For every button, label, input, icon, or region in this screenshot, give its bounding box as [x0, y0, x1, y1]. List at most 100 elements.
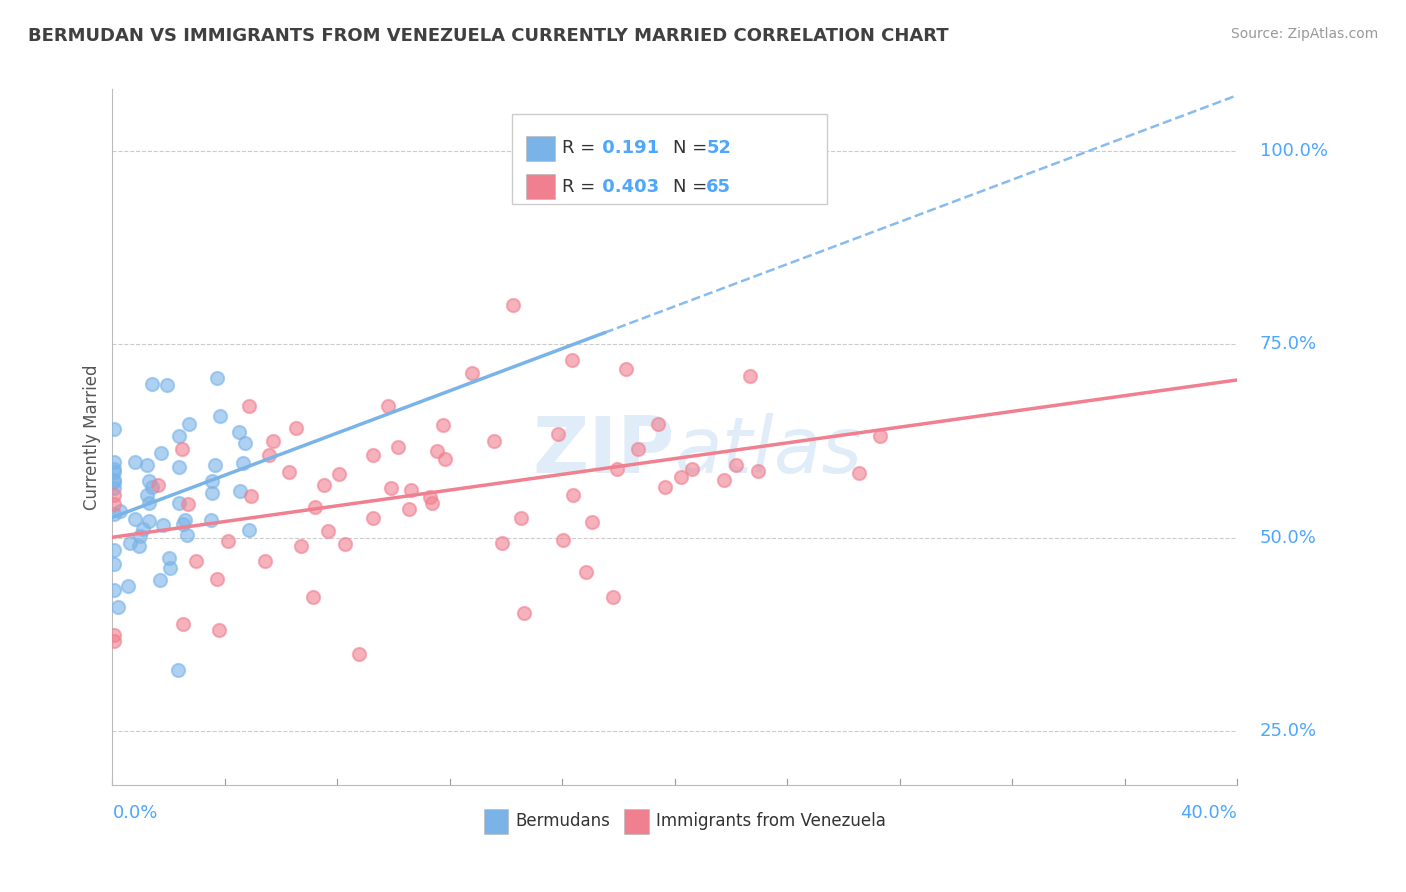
- Point: [278, 465, 301, 479]
- Point: [107, 600, 129, 615]
- Point: [681, 461, 703, 475]
- Text: Immigrants from Venezuela: Immigrants from Venezuela: [655, 812, 886, 830]
- Point: [398, 502, 420, 516]
- Point: [238, 399, 260, 413]
- Point: [738, 368, 761, 383]
- Text: 52: 52: [706, 139, 731, 157]
- FancyBboxPatch shape: [512, 113, 827, 204]
- Point: [434, 451, 457, 466]
- Text: 0.0%: 0.0%: [112, 805, 157, 822]
- Text: 50.0%: 50.0%: [1260, 529, 1316, 547]
- Point: [103, 473, 125, 487]
- Point: [217, 534, 239, 549]
- Text: 75.0%: 75.0%: [1260, 335, 1317, 353]
- Point: [172, 517, 194, 532]
- Point: [233, 436, 256, 450]
- Point: [304, 500, 326, 514]
- Point: [316, 524, 339, 538]
- Text: atlas: atlas: [675, 413, 863, 489]
- Point: [363, 448, 385, 462]
- Text: 100.0%: 100.0%: [1260, 142, 1327, 160]
- Text: N =: N =: [672, 139, 713, 157]
- Point: [713, 473, 735, 487]
- Point: [647, 417, 669, 431]
- Point: [103, 481, 125, 495]
- Point: [205, 572, 228, 586]
- Point: [131, 522, 153, 536]
- Point: [461, 366, 484, 380]
- Point: [103, 462, 125, 476]
- Text: 65: 65: [706, 178, 731, 195]
- Point: [157, 551, 180, 566]
- Point: [156, 378, 179, 392]
- Point: [606, 462, 628, 476]
- Point: [204, 458, 226, 472]
- Point: [124, 455, 146, 469]
- Point: [148, 478, 170, 492]
- FancyBboxPatch shape: [624, 809, 650, 834]
- FancyBboxPatch shape: [484, 809, 509, 834]
- Point: [103, 498, 125, 512]
- Point: [363, 511, 385, 525]
- Point: [581, 515, 603, 529]
- Text: 40.0%: 40.0%: [1181, 805, 1237, 822]
- Point: [124, 512, 146, 526]
- Point: [208, 409, 231, 423]
- Point: [387, 440, 409, 454]
- Point: [724, 458, 747, 472]
- Point: [502, 298, 524, 312]
- Point: [627, 442, 650, 456]
- Point: [200, 513, 222, 527]
- Point: [201, 486, 224, 500]
- Point: [117, 578, 139, 592]
- Point: [551, 533, 574, 548]
- Point: [848, 466, 870, 480]
- Point: [232, 456, 254, 470]
- Point: [152, 518, 174, 533]
- Text: BERMUDAN VS IMMIGRANTS FROM VENEZUELA CURRENTLY MARRIED CORRELATION CHART: BERMUDAN VS IMMIGRANTS FROM VENEZUELA CU…: [28, 27, 949, 45]
- Point: [103, 627, 125, 641]
- Y-axis label: Currently Married: Currently Married: [83, 364, 101, 510]
- Point: [302, 590, 325, 604]
- Point: [616, 362, 638, 376]
- Point: [159, 560, 181, 574]
- Point: [138, 496, 160, 510]
- Point: [103, 488, 125, 502]
- Point: [167, 496, 190, 510]
- Point: [167, 459, 190, 474]
- Point: [103, 422, 125, 436]
- Point: [167, 429, 190, 443]
- Point: [136, 488, 159, 502]
- Point: [170, 442, 193, 456]
- Point: [747, 464, 769, 478]
- Point: [166, 663, 188, 677]
- Point: [377, 399, 399, 413]
- Point: [103, 542, 125, 557]
- Point: [138, 474, 160, 488]
- Point: [547, 426, 569, 441]
- Text: 0.403: 0.403: [596, 178, 659, 195]
- Point: [575, 565, 598, 579]
- Point: [201, 474, 224, 488]
- Point: [513, 606, 536, 620]
- Point: [602, 591, 624, 605]
- Point: [177, 417, 200, 431]
- Point: [103, 455, 125, 469]
- Point: [380, 481, 402, 495]
- Point: [172, 617, 194, 632]
- Point: [654, 480, 676, 494]
- Point: [420, 496, 443, 510]
- Point: [432, 417, 454, 432]
- Point: [141, 480, 163, 494]
- Text: R =: R =: [562, 139, 602, 157]
- Point: [561, 353, 583, 368]
- Point: [491, 535, 513, 549]
- Point: [229, 483, 252, 498]
- Point: [290, 539, 312, 553]
- Point: [205, 371, 228, 385]
- Point: [103, 465, 125, 479]
- Point: [208, 623, 231, 637]
- Point: [510, 511, 533, 525]
- Point: [228, 425, 250, 439]
- Point: [148, 573, 170, 587]
